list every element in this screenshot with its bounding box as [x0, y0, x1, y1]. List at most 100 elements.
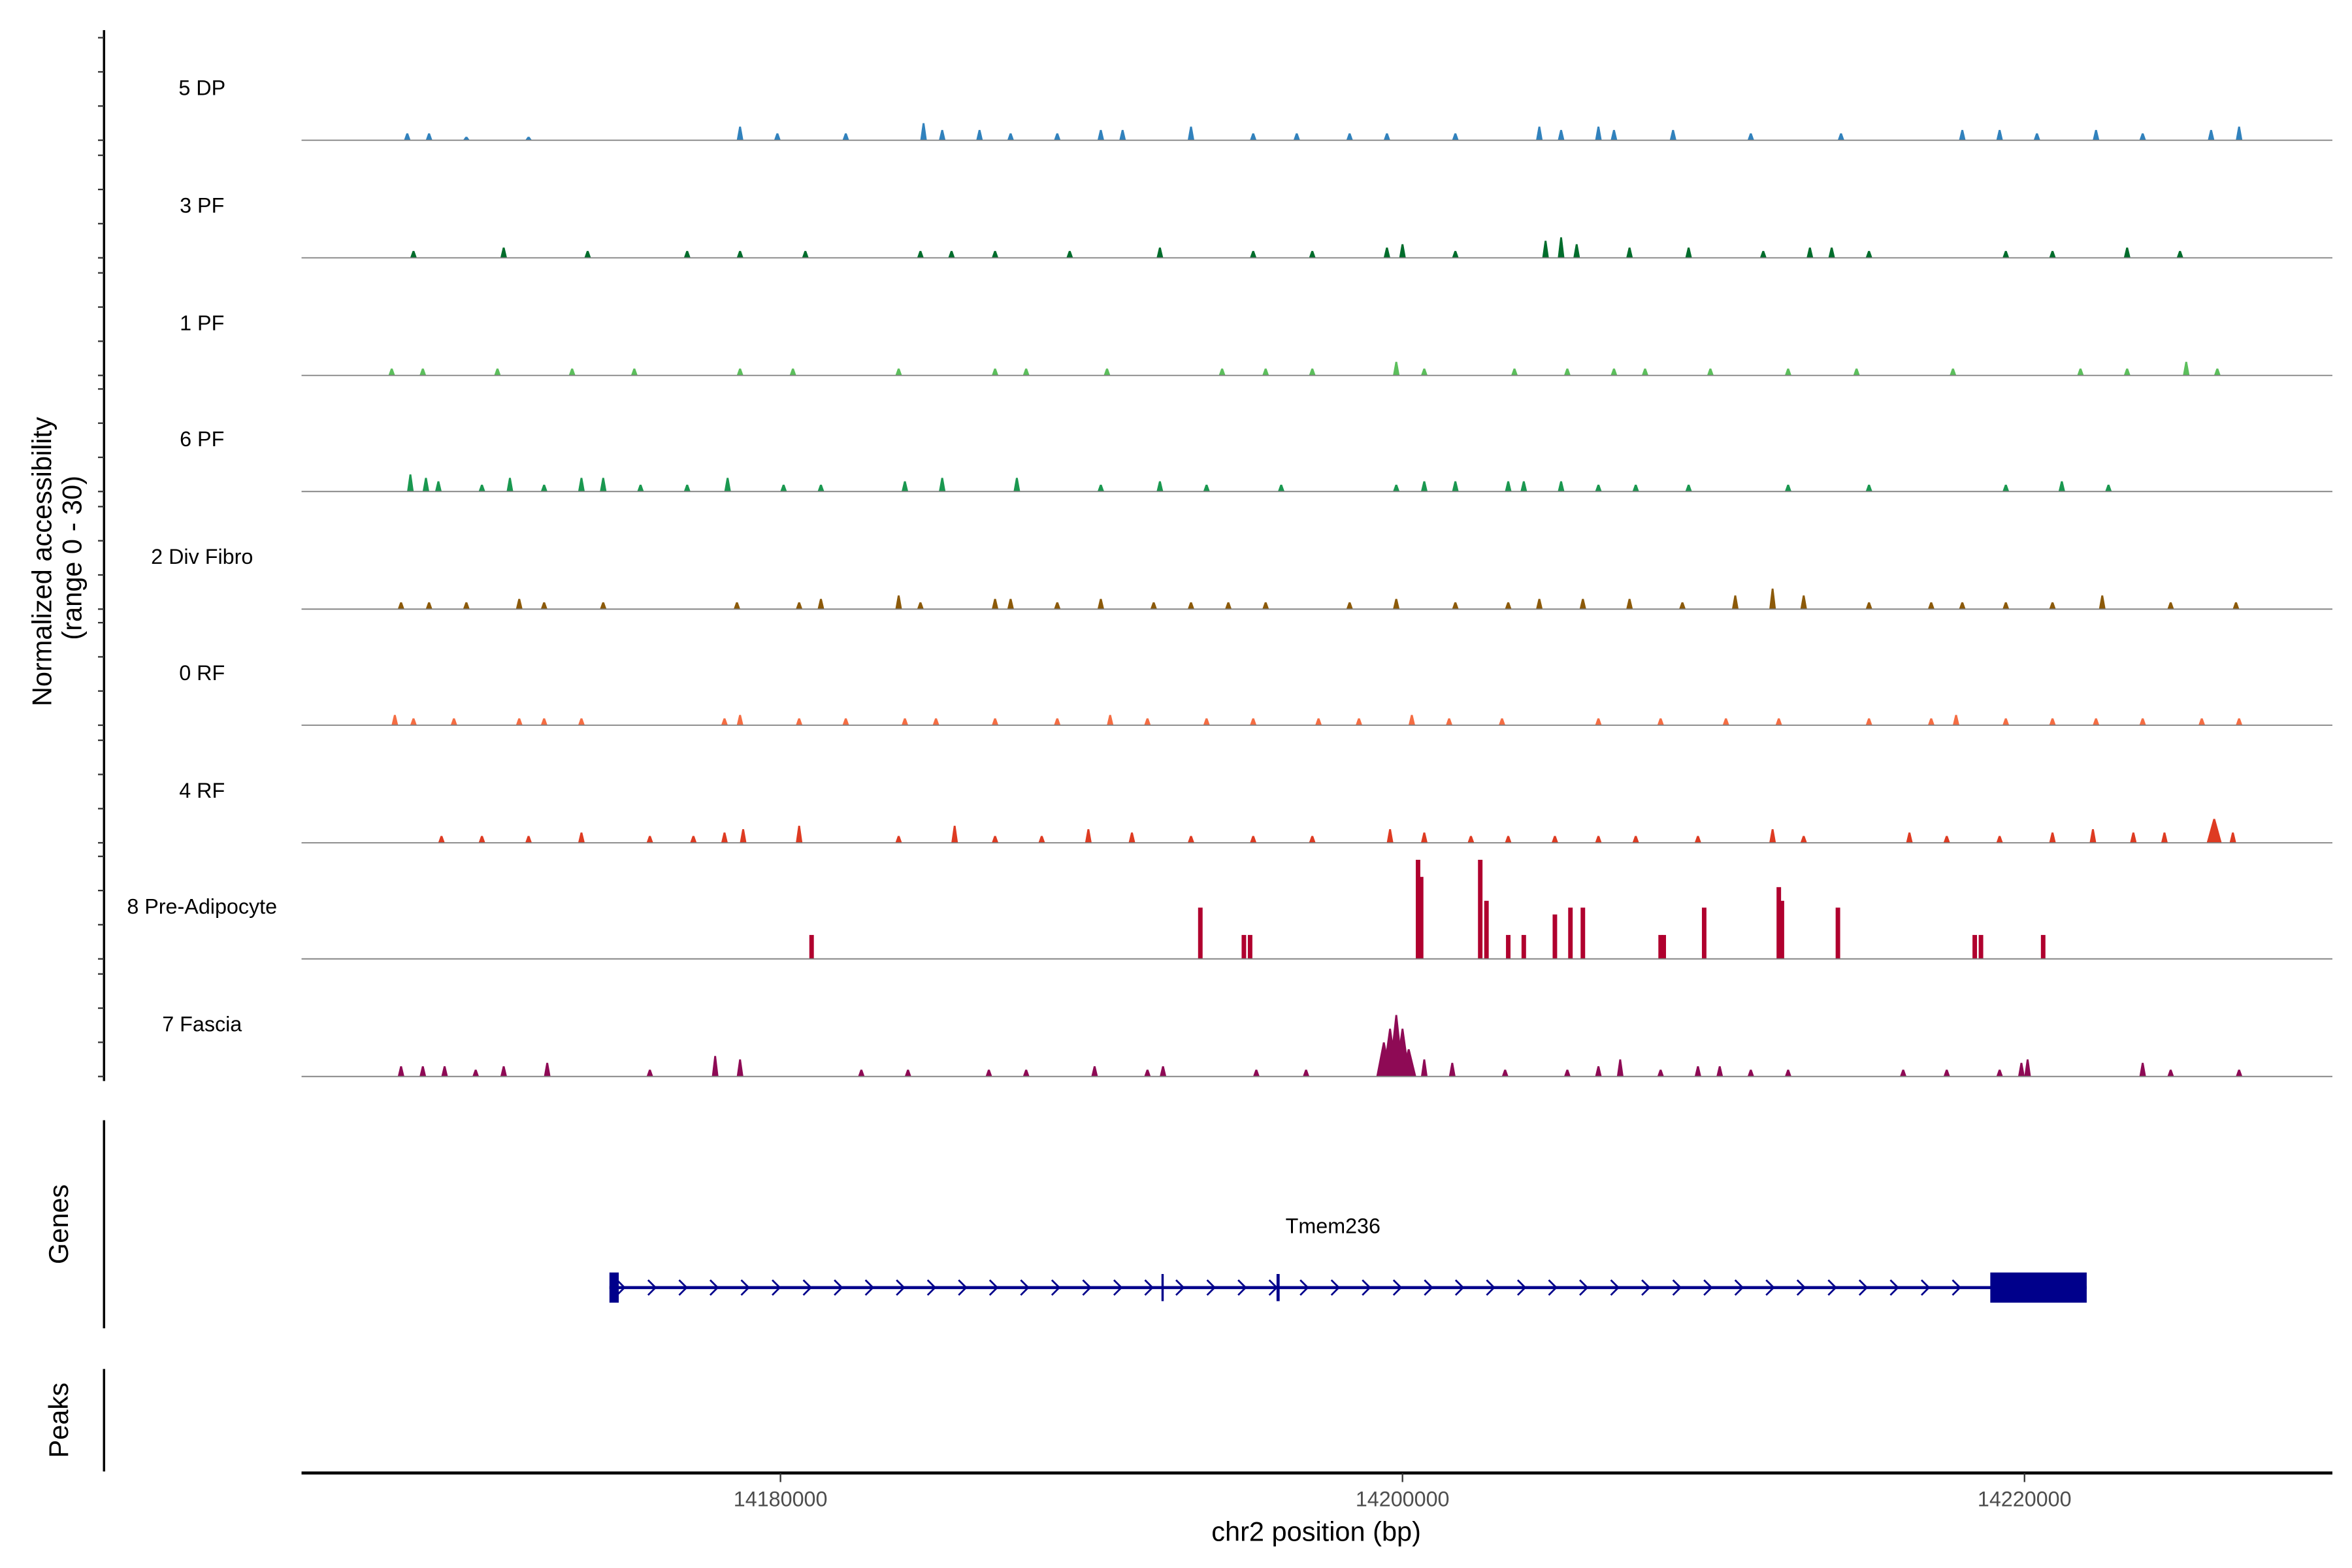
signal-peak [1657, 1070, 1664, 1077]
signal-peak [463, 602, 470, 610]
signal-peak [1722, 718, 1729, 725]
signal-peak [1573, 244, 1580, 258]
y-axis-title: Normalized accessibility (range 0 - 30) [26, 410, 87, 707]
signal-peak [1595, 126, 1602, 140]
signal-peak [1558, 237, 1565, 258]
strand-arrow-icon [1486, 1279, 1495, 1296]
strand-arrow-icon [1579, 1279, 1589, 1296]
signal-peak [817, 484, 825, 492]
signal-peak [1452, 481, 1459, 492]
signal-peak [858, 1070, 865, 1077]
strand-arrow-icon [1020, 1279, 1030, 1296]
signal-peak [932, 718, 939, 725]
signal-peak [1293, 133, 1300, 140]
gene-exon [1161, 1274, 1164, 1301]
signal-peak [1595, 1066, 1602, 1077]
signal-peak [1309, 836, 1316, 843]
signal-peak [2033, 133, 2040, 140]
signal-peak [1521, 935, 1526, 959]
x-axis-title: chr2 position (bp) [1211, 1516, 1421, 1546]
signal-peak [1959, 129, 1966, 140]
signal-peak [404, 133, 411, 140]
signal-peak [1156, 247, 1164, 258]
signal-peak [1103, 368, 1111, 376]
signal-peak [1959, 602, 1966, 610]
signal-peak [1420, 832, 1428, 843]
track-7-fascia: 7 Fascia [162, 1012, 2332, 1077]
signal-peak [1250, 718, 1257, 725]
signal-peak [736, 715, 743, 725]
signal-peak [736, 368, 743, 376]
signal-peak [796, 718, 803, 725]
signal-peak [410, 718, 417, 725]
track-6-pf: 6 PF [180, 427, 2332, 493]
gene-label: Tmem236 [1286, 1215, 1380, 1238]
signal-peak [397, 602, 404, 610]
signal-peak [1091, 1066, 1098, 1077]
strand-arrow-icon [1206, 1279, 1217, 1296]
signal-peak [1309, 368, 1316, 376]
signal-peak [2002, 718, 2010, 725]
gene-tmem236[interactable]: Tmem236 [609, 1215, 2087, 1303]
strand-arrow-icon [926, 1279, 937, 1296]
signal-peak [796, 602, 803, 610]
strand-arrow-icon [1641, 1279, 1651, 1296]
signal-peak [1580, 907, 1586, 959]
signal-peak [1303, 1070, 1310, 1077]
signal-peak [724, 478, 731, 492]
signal-peak [1393, 484, 1400, 492]
signal-peak [646, 836, 653, 843]
signal-peak [1641, 368, 1649, 376]
signal-peak [1484, 900, 1489, 959]
signal-peak [2002, 602, 2010, 610]
signal-peak [1568, 907, 1573, 959]
track-2-div-fibro: 2 Div Fibro [151, 545, 2332, 610]
signal-peak [1595, 718, 1602, 725]
signal-peak [1865, 602, 1872, 610]
signal-peak [1250, 251, 1257, 258]
track-label: 1 PF [180, 311, 224, 335]
signal-peak [397, 1066, 404, 1077]
signal-peak [422, 478, 430, 492]
strand-arrow-icon [1889, 1279, 1899, 1296]
signal-peak [1187, 602, 1195, 610]
signal-peak [1203, 484, 1210, 492]
genes-panel-label: Genes [43, 1184, 74, 1264]
signal-peak [1800, 595, 1807, 610]
signal-peak [540, 602, 547, 610]
signal-peak [1900, 1070, 1907, 1077]
signal-peak [584, 251, 591, 258]
signal-peak [1800, 836, 1807, 843]
signal-peak [506, 478, 514, 492]
signal-peak [1501, 1070, 1509, 1077]
signal-peak [1776, 887, 1782, 959]
signal-peak [600, 602, 607, 610]
signal-peak [1616, 1059, 1624, 1077]
signal-peak [1144, 718, 1151, 725]
signal-peak [2089, 829, 2097, 843]
signal-peak [1408, 715, 1416, 725]
strand-arrow-icon [1082, 1279, 1092, 1296]
signal-peak [2161, 832, 2168, 843]
signal-peak [1054, 133, 1061, 140]
signal-peak [1383, 247, 1390, 258]
signal-peak [2167, 1070, 2174, 1077]
signal-peak [1865, 251, 1872, 258]
signal-peak [904, 1070, 911, 1077]
signal-peak [2049, 832, 2056, 843]
signal-peak [1401, 1049, 1416, 1077]
signal-peak [1972, 935, 1978, 959]
signal-peak [1355, 718, 1363, 725]
signal-peak [917, 602, 924, 610]
signal-peak [450, 718, 457, 725]
signal-peak [1085, 829, 1092, 843]
signal-peak [438, 836, 445, 843]
y-axis-ticks [98, 37, 105, 1077]
signal-peak [2024, 1059, 2031, 1077]
signal-peak [1452, 251, 1459, 258]
signal-peak [789, 368, 796, 376]
signal-peak [1978, 935, 1984, 959]
signal-peak [630, 368, 638, 376]
peaks-panel-label: Peaks [43, 1382, 74, 1458]
signal-peak [1393, 361, 1400, 376]
